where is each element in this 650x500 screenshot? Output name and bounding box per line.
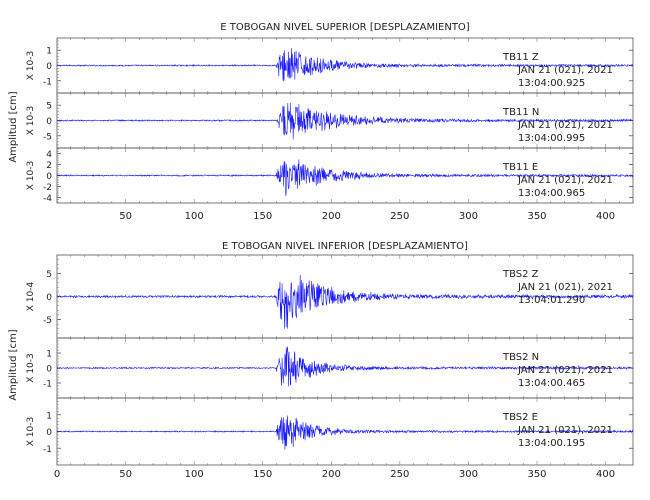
y-multiplier-label: X 10-3 [26, 106, 36, 135]
y-tick-label: 1 [46, 350, 52, 360]
waveform-line [56, 274, 634, 329]
y-tick-label: 0 [46, 428, 52, 438]
y-tick-label: -1 [43, 445, 52, 455]
station-component-label: TBS2 Z [502, 269, 539, 280]
time-label: 13:04:00.195 [518, 438, 585, 449]
y-multiplier-label: X 10-3 [26, 353, 36, 382]
station-component-label: TB11 N [502, 107, 539, 118]
y-tick-label: -5 [43, 132, 52, 142]
x-tick-label: 150 [253, 469, 272, 480]
y-axis-label: Amplitud [cm] [8, 91, 19, 162]
time-label: 13:04:00.965 [518, 188, 585, 199]
x-tick-label: 0 [54, 469, 60, 480]
waveform-line [56, 346, 634, 387]
y-tick-label: 1 [46, 47, 52, 57]
x-tick-label: 200 [322, 469, 341, 480]
y-tick-label: -2 [43, 183, 52, 193]
waveform-line [56, 415, 634, 450]
y-tick-label: 5 [46, 270, 52, 280]
trace-tbs2-n: -1 0 1 X 10-3 TBS2 N JAN 21 (021), 2021 13:04:… [26, 337, 634, 399]
trace-tbs2-e: -1 0 1 X 10-3 TBS2 E JAN 21 (021), 2021 13:04:… [26, 397, 634, 466]
x-tick-label: 350 [527, 211, 546, 222]
station-component-label: TBS2 N [502, 352, 539, 363]
x-tick-label: 200 [322, 211, 341, 222]
x-tick-label: 400 [596, 211, 615, 222]
station-component-label: TB11 E [502, 162, 538, 173]
y-tick-label: 4 [46, 150, 52, 160]
y-tick-label: 5 [46, 102, 52, 112]
y-tick-label: -4 [43, 194, 52, 204]
date-label: JAN 21 (021), 2021 [517, 365, 613, 376]
y-tick-label: -1 [43, 380, 52, 390]
trace-tb11-z: -1 0 1 X 10-3 TB11 Z JAN 21 (021), 2021 13:04:… [26, 37, 634, 94]
y-tick-label: 0 [46, 293, 52, 303]
date-label: JAN 21 (021), 2021 [517, 65, 613, 76]
time-label: 13:04:01.290 [518, 295, 585, 306]
y-tick-label: 0 [46, 62, 52, 72]
y-multiplier-label: X 10-3 [26, 161, 36, 190]
station-component-label: TB11 Z [502, 52, 539, 63]
trace-tbs2-z: -5 0 5 X 10-4 TBS2 Z JAN 21 (021), 2021 13:04:… [26, 254, 634, 339]
y-tick-label: 0 [46, 117, 52, 127]
waveform-line [56, 102, 634, 140]
time-label: 13:04:00.995 [518, 133, 585, 144]
y-tick-label: 0 [46, 172, 52, 182]
x-tick-label: 50 [119, 211, 132, 222]
y-tick-label: 1 [46, 411, 52, 421]
panel-nivel-inferior: E TOBOGAN NIVEL INFERIOR [DESPLAZAMIENTO… [8, 241, 634, 480]
y-axis-label: Amplitud [cm] [8, 329, 19, 400]
x-tick-label: 300 [459, 469, 478, 480]
x-tick-label: 250 [390, 211, 409, 222]
x-tick-label: 250 [390, 469, 409, 480]
x-tick-label: 100 [185, 211, 204, 222]
waveform-line [56, 48, 634, 82]
y-tick-label: 2 [46, 161, 52, 171]
x-tick-label: 300 [459, 211, 478, 222]
date-label: JAN 21 (021), 2021 [517, 175, 613, 186]
panel-title: E TOBOGAN NIVEL SUPERIOR [DESPLAZAMIENTO… [220, 22, 470, 33]
x-tick-label: 100 [185, 469, 204, 480]
x-tick-label: 150 [253, 211, 272, 222]
time-label: 13:04:00.925 [518, 78, 585, 89]
date-label: JAN 21 (021), 2021 [517, 425, 613, 436]
x-tick-label: 350 [527, 469, 546, 480]
date-label: JAN 21 (021), 2021 [517, 120, 613, 131]
x-tick-label: 50 [119, 469, 132, 480]
y-tick-label: -1 [43, 77, 52, 87]
x-tick-label: 400 [596, 469, 615, 480]
y-tick-label: 0 [46, 365, 52, 375]
date-label: JAN 21 (021), 2021 [517, 282, 613, 293]
x-axis: 0 50 100 150 200 250 300 350 400 [54, 469, 615, 480]
trace-tb11-n: -5 0 5 X 10-3 TB11 N JAN 21 (021), 2021 13:04:… [26, 92, 634, 149]
x-axis: 50 100 150 200 250 300 350 400 [119, 211, 615, 222]
y-multiplier-label: X 10-3 [26, 417, 36, 446]
waveform-line [56, 159, 634, 197]
y-multiplier-label: X 10-3 [26, 51, 36, 80]
time-label: 13:04:00.465 [518, 378, 585, 389]
panel-nivel-superior: E TOBOGAN NIVEL SUPERIOR [DESPLAZAMIENTO… [8, 22, 634, 222]
panel-title: E TOBOGAN NIVEL INFERIOR [DESPLAZAMIENTO… [222, 241, 468, 252]
y-multiplier-label: X 10-4 [26, 282, 36, 312]
station-component-label: TBS2 E [502, 412, 538, 423]
y-tick-label: -5 [43, 316, 52, 326]
